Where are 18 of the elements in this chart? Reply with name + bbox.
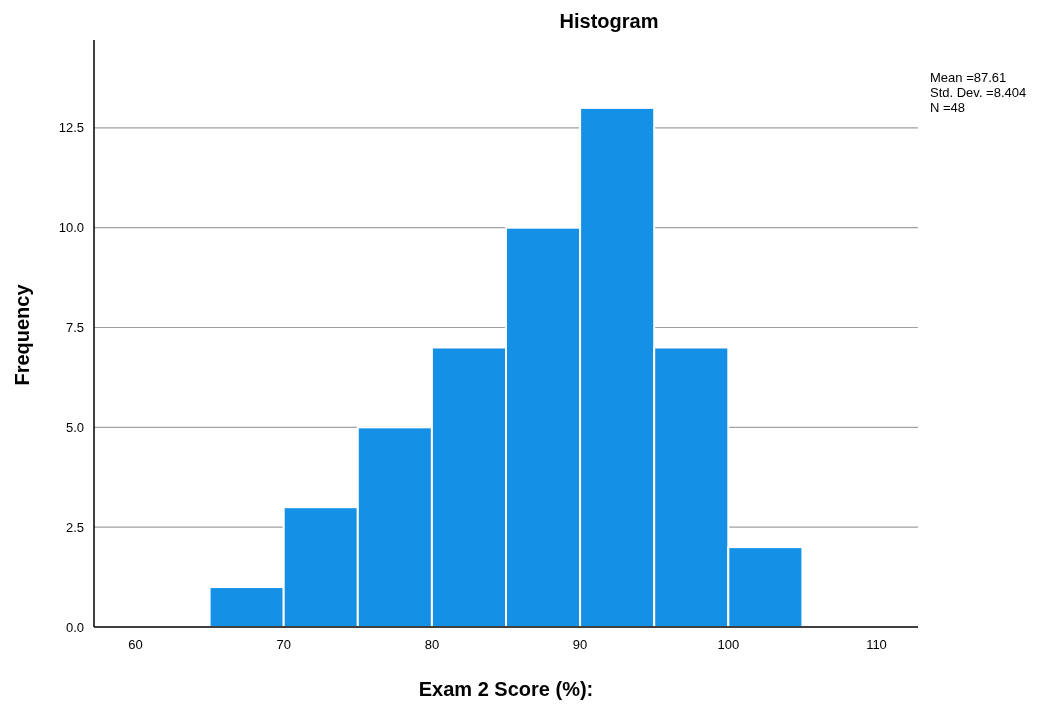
y-tick-label: 0.0: [65, 619, 84, 635]
x-tick-label: 100: [717, 637, 740, 652]
y-axis-title: Frequency: [11, 283, 33, 386]
x-tick-label: 80: [424, 637, 440, 652]
text: Mean =87.61: [930, 70, 1007, 85]
y-tick-label: 2.5: [65, 519, 84, 535]
x-tick-label: 110: [866, 637, 887, 652]
x-tick-label: 90: [572, 637, 588, 652]
y-tick-label: 7.5: [65, 320, 84, 336]
text: N =48: [930, 100, 966, 115]
y-tick-label: 5.0: [65, 419, 84, 435]
text: Std. Dev. =8.404: [930, 85, 1027, 100]
chart-title: Histogram: [559, 10, 659, 32]
x-tick-label: 70: [276, 637, 291, 652]
y-tick-label: 12.5: [58, 120, 84, 136]
x-tick-label: 60: [128, 637, 143, 652]
y-tick-label: 10.0: [58, 220, 84, 236]
x-axis-title: Exam 2 Score (%):: [418, 678, 594, 700]
